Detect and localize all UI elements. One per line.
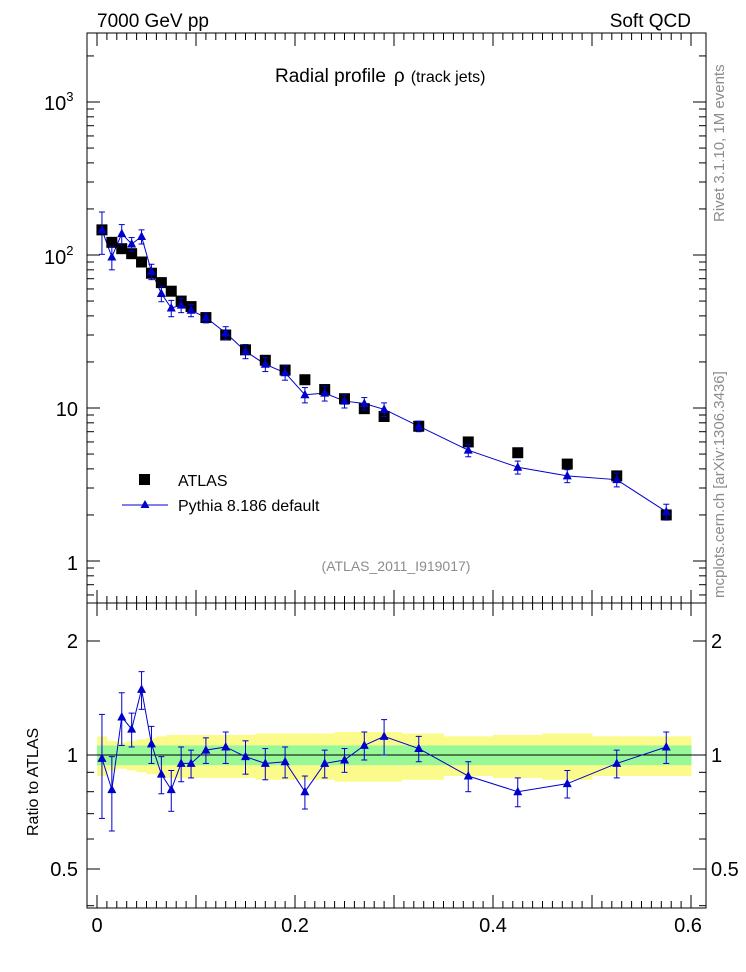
chart-title-symbol: ρ — [394, 66, 405, 87]
atlas-point — [136, 257, 147, 268]
analysis-id: (ATLAS_2011_I919017) — [322, 558, 471, 574]
ratio-point — [167, 785, 176, 794]
ratio-ytick-05-left: 0.5 — [50, 859, 78, 881]
main-axis-ticks — [87, 33, 706, 603]
atlas-point — [116, 243, 127, 254]
ratio-ytick-1-right: 1 — [711, 745, 722, 767]
ratio-ytick-05-right: 0.5 — [711, 859, 739, 881]
ytick-label-10: 10 — [56, 399, 78, 421]
xtick-label-0: 0 — [91, 915, 102, 937]
pythia-point — [157, 289, 166, 298]
ratio-ytick-1-left: 1 — [67, 745, 78, 767]
legend-pythia-marker — [141, 500, 150, 508]
xtick-label-02: 0.2 — [281, 915, 309, 937]
legend: ATLAS Pythia 8.186 default — [122, 473, 320, 515]
ratio-ylabel: Ratio to ATLAS — [25, 728, 42, 836]
chart-title: Radial profile ρ (track jets) — [275, 66, 485, 87]
ratio-ytick-2-right: 2 — [711, 631, 722, 653]
mcplots-label: mcplots.cern.ch [arXiv:1306.3436] — [711, 371, 728, 598]
ratio-point — [107, 785, 116, 794]
main-frame — [87, 33, 706, 603]
legend-pythia-label: Pythia 8.186 default — [178, 498, 320, 515]
atlas-point — [562, 459, 573, 470]
chart-title-main: Radial profile — [275, 66, 386, 87]
atlas-point — [512, 447, 523, 458]
ratio-ytick-2-left: 2 — [67, 631, 78, 653]
legend-atlas-marker — [139, 474, 150, 485]
energy-label: 7000 GeV pp — [97, 11, 209, 32]
figure: 7000 GeV pp Soft QCD Rivet 3.1.10, 1M ev… — [0, 0, 746, 972]
atlas-point — [166, 286, 177, 297]
legend-atlas-label: ATLAS — [178, 473, 228, 490]
ytick-label-100: 102 — [44, 243, 73, 269]
pythia-line — [102, 230, 666, 512]
xtick-label-04: 0.4 — [479, 915, 507, 937]
chart-title-suffix: (track jets) — [411, 69, 486, 86]
ratio-point — [117, 712, 126, 721]
xtick-label-06: 0.6 — [674, 915, 702, 937]
ytick-label-1: 1 — [67, 553, 78, 575]
pythia-point — [137, 232, 146, 241]
process-label: Soft QCD — [610, 11, 691, 32]
ratio-point — [137, 684, 146, 693]
ytick-label-1000: 103 — [44, 89, 73, 115]
rivet-label: Rivet 3.1.10, 1M events — [711, 64, 728, 222]
atlas-point — [299, 374, 310, 385]
main-panel: Radial profile ρ (track jets) 103 102 10 1… — [44, 33, 706, 603]
pythia-point — [117, 229, 126, 238]
pythia-point — [107, 252, 116, 261]
ratio-panel: Ratio to ATLAS 2 1 0.5 2 1 0.5 0 0.2 0.4… — [25, 603, 739, 937]
